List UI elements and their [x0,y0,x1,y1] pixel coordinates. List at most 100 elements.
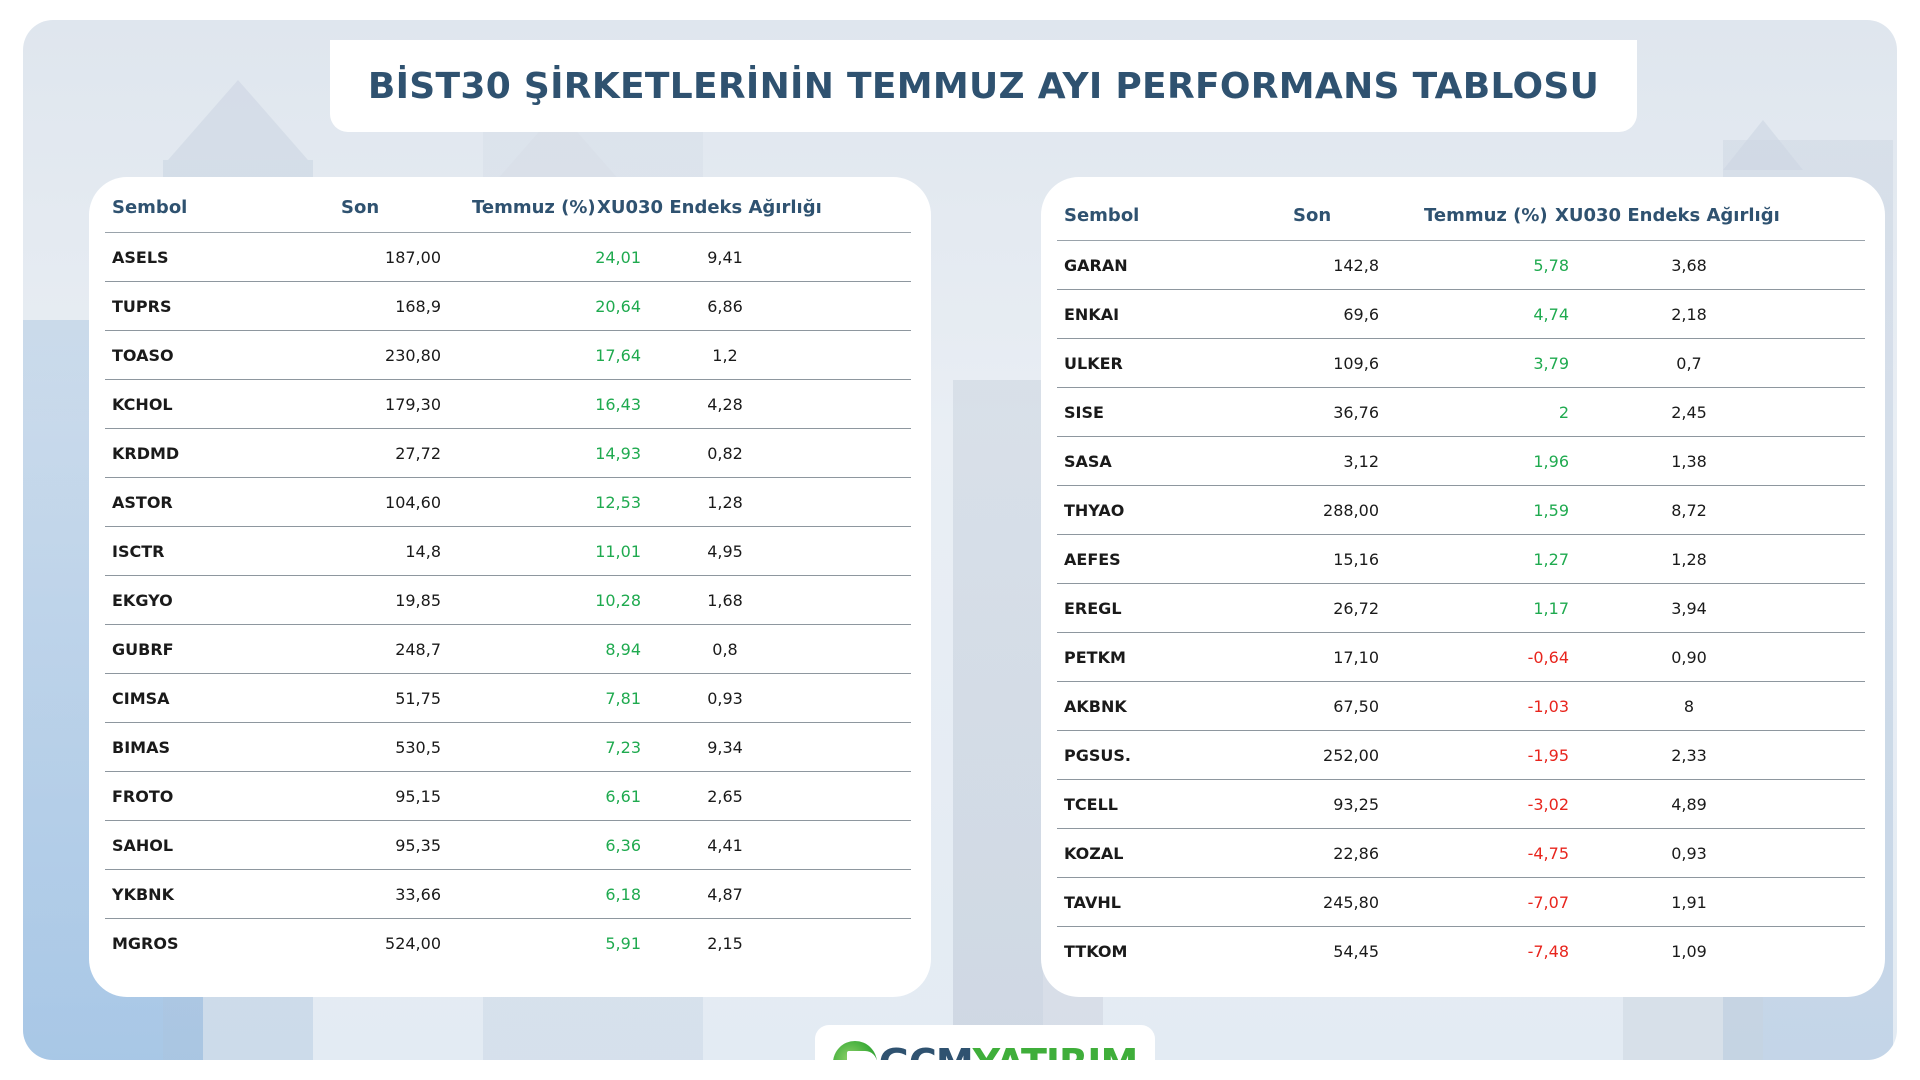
last-price-cell: 3,12 [1343,452,1379,471]
index-weight-cell: 6,86 [707,297,743,316]
last-price-cell: 36,76 [1333,403,1379,422]
july-change-cell: 20,64 [595,297,641,316]
symbol-cell: KCHOL [112,395,173,414]
last-price-cell: 179,30 [385,395,441,414]
july-change-cell: -4,75 [1527,844,1569,863]
index-weight-cell: 4,89 [1671,795,1707,814]
last-price-cell: 109,6 [1333,354,1379,373]
symbol-cell: SAHOL [112,836,174,855]
last-price-cell: 95,15 [395,787,441,806]
symbol-cell: TOASO [112,346,174,365]
table-row: ASELS 187,00 24,01 9,41 [105,233,911,282]
header-symbol: Sembol [1064,205,1140,226]
july-change-cell: -0,64 [1527,648,1569,667]
gcm-globe-icon [832,1040,877,1060]
july-change-cell: -1,95 [1527,746,1569,765]
last-price-cell: 288,00 [1323,501,1379,520]
table-row: YKBNK 33,66 6,18 4,87 [105,870,911,919]
july-change-cell: 6,61 [605,787,641,806]
title-banner: BİST30 ŞİRKETLERİNİN TEMMUZ AYI PERFORMA… [330,40,1637,132]
july-change-cell: 7,81 [605,689,641,708]
index-weight-cell: 2,18 [1671,305,1707,324]
index-weight-cell: 0,8 [712,640,738,659]
table-row: SAHOL 95,35 6,36 4,41 [105,821,911,870]
table-row: TOASO 230,80 17,64 1,2 [105,331,911,380]
table-row: ULKER 109,6 3,79 0,7 [1057,339,1865,388]
index-weight-cell: 1,91 [1671,893,1707,912]
header-weight: XU030 Endeks Ağırlığı [597,197,822,218]
symbol-cell: EREGL [1064,599,1122,618]
july-change-cell: 8,94 [605,640,641,659]
july-change-cell: 3,79 [1533,354,1569,373]
table-row: TCELL 93,25 -3,02 4,89 [1057,780,1865,829]
background-building [953,380,1043,1060]
table-row: TTKOM 54,45 -7,48 1,09 [1057,927,1865,975]
last-price-cell: 51,75 [395,689,441,708]
index-weight-cell: 1,68 [707,591,743,610]
symbol-cell: TUPRS [112,297,172,316]
index-weight-cell: 0,93 [1671,844,1707,863]
header-divider [1057,240,1865,241]
table-row: KCHOL 179,30 16,43 4,28 [105,380,911,429]
table-body: GARAN 142,8 5,78 3,68 ENKAI 69,6 4,74 2,18 ULKER… [1041,241,1885,975]
index-weight-cell: 3,94 [1671,599,1707,618]
index-weight-cell: 0,82 [707,444,743,463]
july-change-cell: 5,91 [605,934,641,953]
july-change-cell: 1,27 [1533,550,1569,569]
table-row: AKBNK 67,50 -1,03 8 [1057,682,1865,731]
symbol-cell: THYAO [1064,501,1125,520]
july-change-cell: 11,01 [595,542,641,561]
index-weight-cell: 2,45 [1671,403,1707,422]
symbol-cell: TCELL [1064,795,1118,814]
table-row: TUPRS 168,9 20,64 6,86 [105,282,911,331]
header-last: Son [341,197,380,218]
table-row: ENKAI 69,6 4,74 2,18 [1057,290,1865,339]
july-change-cell: 12,53 [595,493,641,512]
last-price-cell: 168,9 [395,297,441,316]
table-row: EKGYO 19,85 10,28 1,68 [105,576,911,625]
july-change-cell: 2 [1558,403,1569,422]
july-change-cell: 6,18 [605,885,641,904]
table-row: ASTOR 104,60 12,53 1,28 [105,478,911,527]
index-weight-cell: 4,87 [707,885,743,904]
index-weight-cell: 2,33 [1671,746,1707,765]
symbol-cell: AKBNK [1064,697,1127,716]
brand-logo: GCMYATIRIM [815,1025,1155,1060]
symbol-cell: SASA [1064,452,1112,471]
header-symbol: Sembol [112,197,188,218]
last-price-cell: 15,16 [1333,550,1379,569]
last-price-cell: 33,66 [395,885,441,904]
july-change-cell: 4,74 [1533,305,1569,324]
last-price-cell: 530,5 [395,738,441,757]
header-july: Temmuz (%) [1424,205,1548,226]
july-change-cell: -3,02 [1527,795,1569,814]
page-title: BİST30 ŞİRKETLERİNİN TEMMUZ AYI PERFORMA… [367,65,1600,107]
july-change-cell: 1,59 [1533,501,1569,520]
last-price-cell: 93,25 [1333,795,1379,814]
header-weight: XU030 Endeks Ağırlığı [1555,205,1780,226]
last-price-cell: 245,80 [1323,893,1379,912]
index-weight-cell: 0,90 [1671,648,1707,667]
table-body: ASELS 187,00 24,01 9,41 TUPRS 168,9 20,64 6,86 T… [89,233,931,967]
july-change-cell: -7,48 [1527,942,1569,961]
symbol-cell: PETKM [1064,648,1126,667]
july-change-cell: 5,78 [1533,256,1569,275]
index-weight-cell: 3,68 [1671,256,1707,275]
last-price-cell: 95,35 [395,836,441,855]
july-change-cell: 17,64 [595,346,641,365]
index-weight-cell: 1,28 [1671,550,1707,569]
table-row: ISCTR 14,8 11,01 4,95 [105,527,911,576]
symbol-cell: AEFES [1064,550,1121,569]
header-july: Temmuz (%) [472,197,596,218]
table-row: GARAN 142,8 5,78 3,68 [1057,241,1865,290]
symbol-cell: ASELS [112,248,169,267]
logo-suffix: YATIRIM [973,1041,1139,1061]
symbol-cell: BIMAS [112,738,170,757]
symbol-cell: PGSUS. [1064,746,1131,765]
july-change-cell: 1,96 [1533,452,1569,471]
table-row: GUBRF 248,7 8,94 0,8 [105,625,911,674]
left-performance-table: Sembol Son Temmuz (%) XU030 Endeks Ağırl… [89,177,931,997]
july-change-cell: 10,28 [595,591,641,610]
symbol-cell: GUBRF [112,640,174,659]
table-row: PGSUS. 252,00 -1,95 2,33 [1057,731,1865,780]
